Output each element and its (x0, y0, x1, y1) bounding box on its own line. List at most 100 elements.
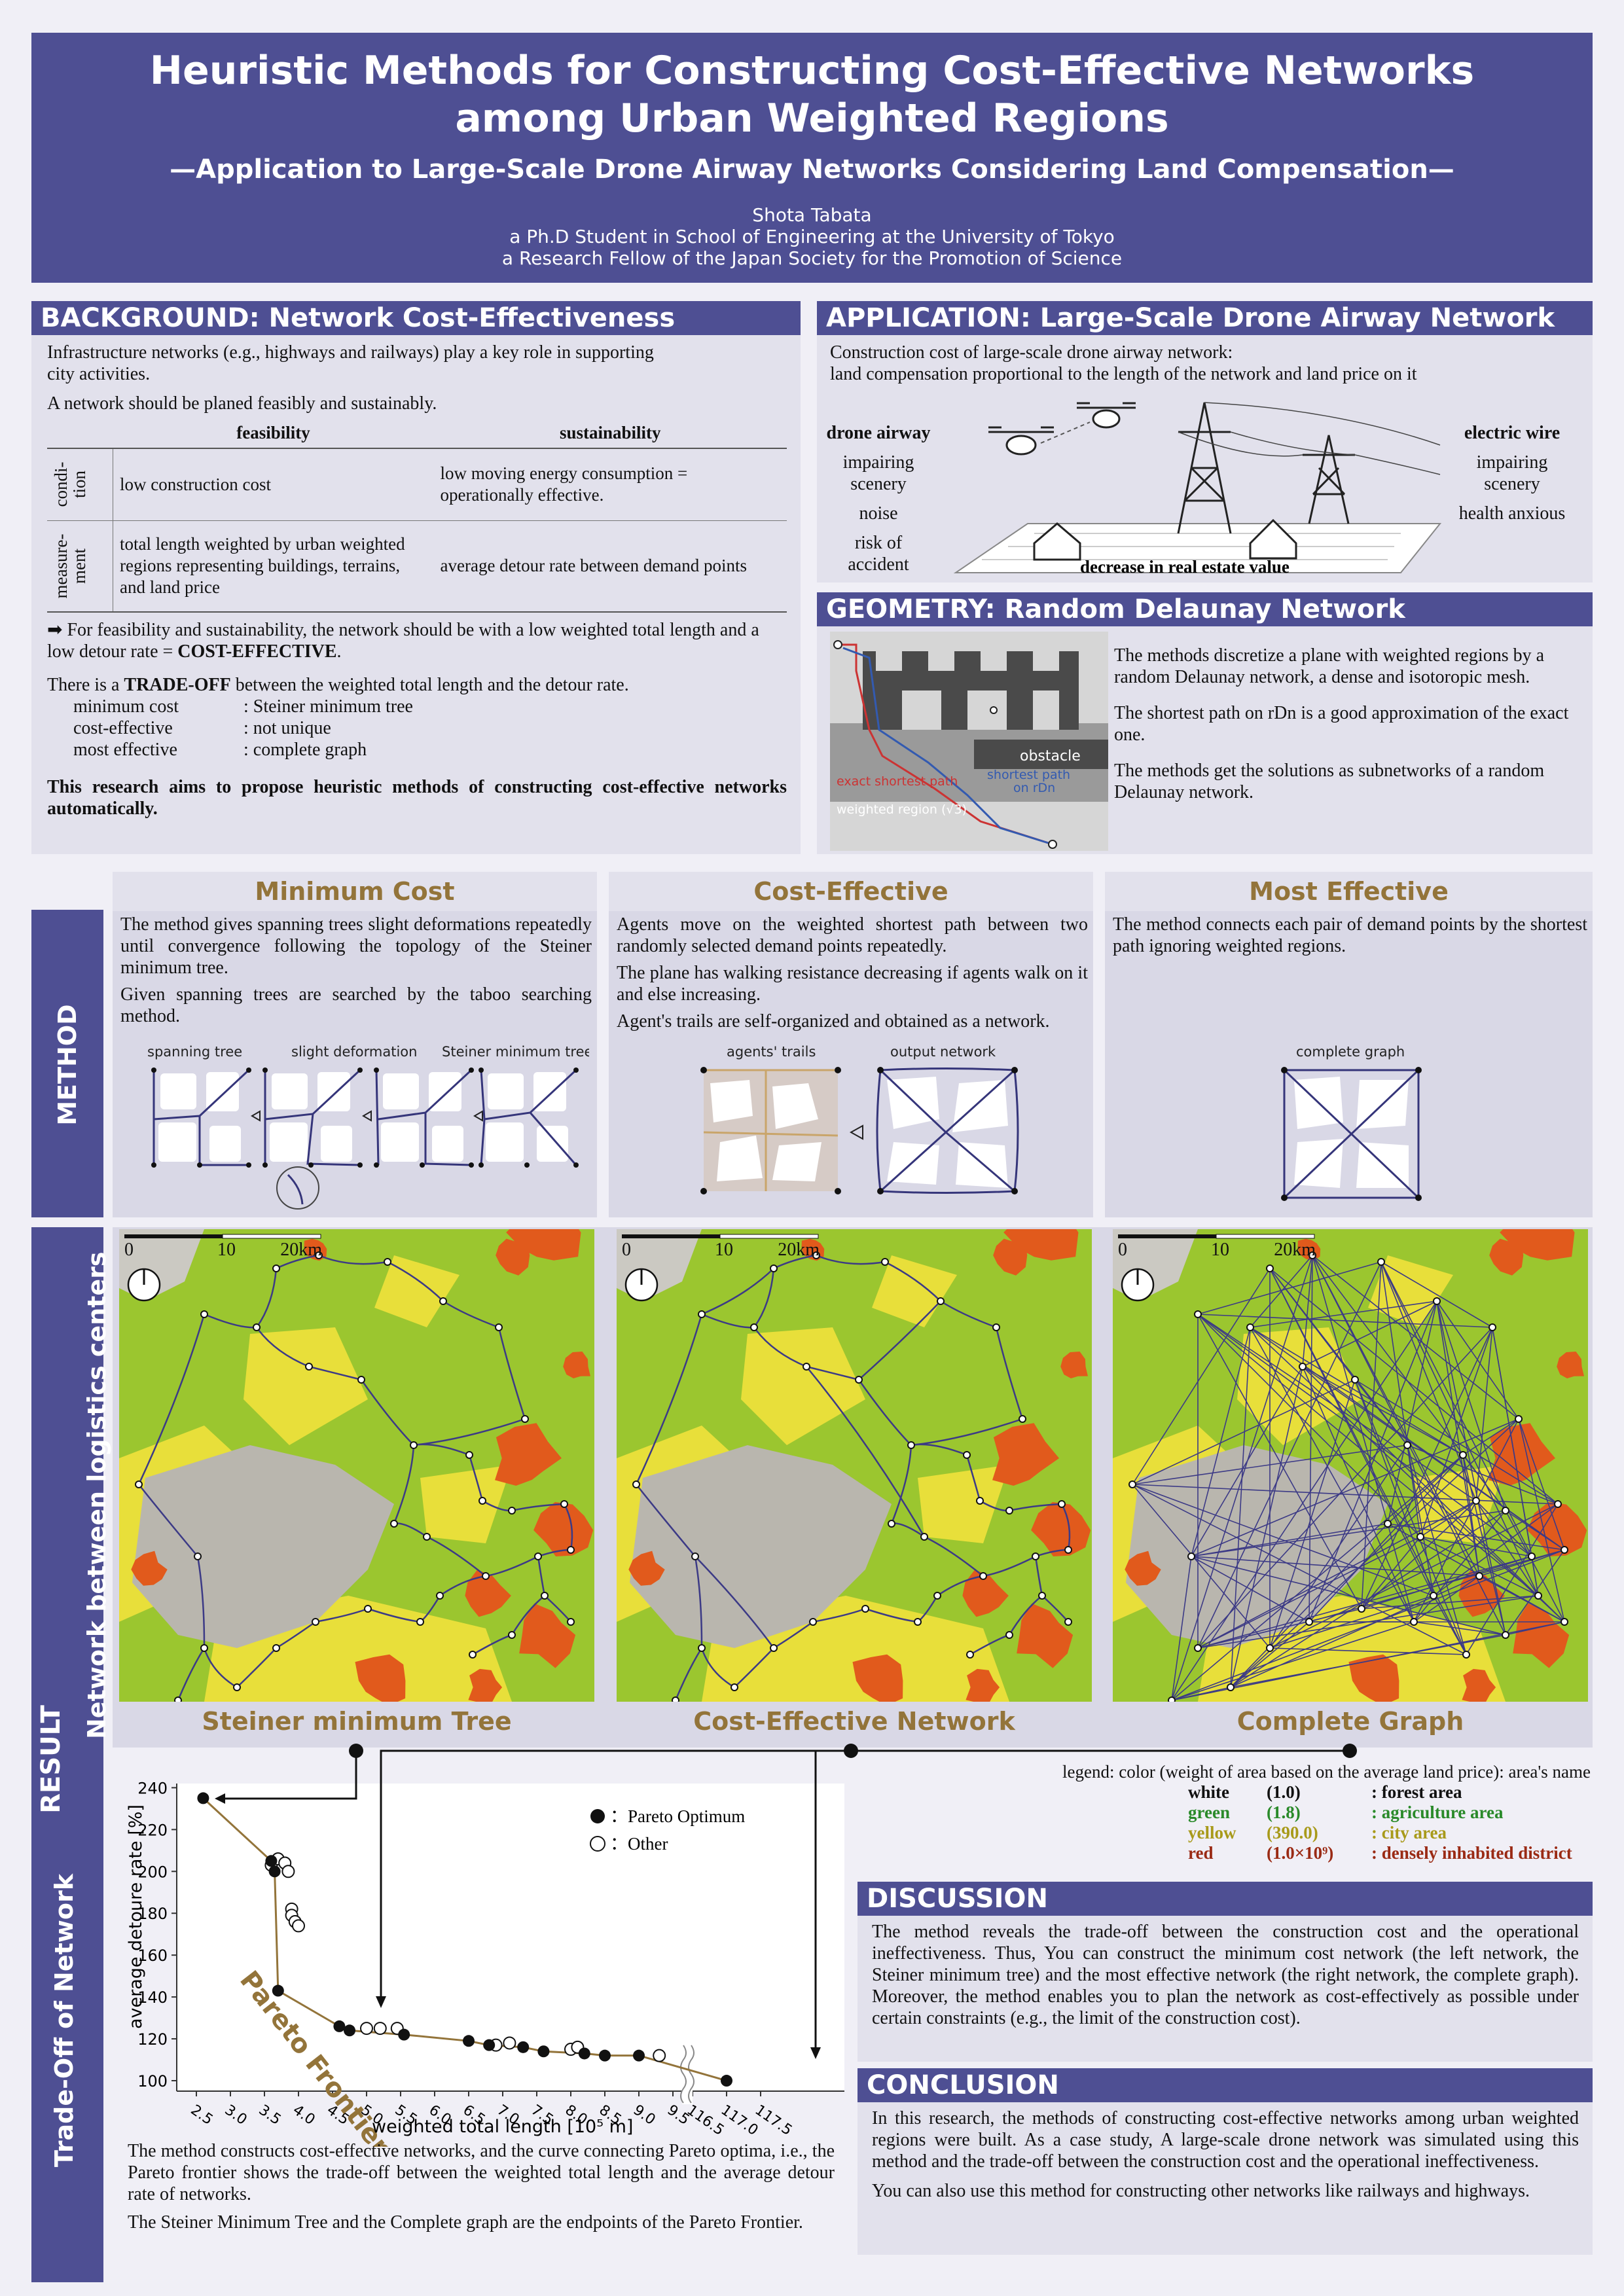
x-tick-label: 9.0 (630, 2102, 659, 2128)
legend-row: white (1.0): forest area (1188, 1782, 1591, 1803)
fig-label-steiner-tree: Steiner minimum tree (442, 1044, 589, 1060)
shortest-path-label: shortest path (987, 768, 1070, 782)
legend-row: green (1.8): agriculture area (1188, 1803, 1591, 1823)
table-cell-condition-sustainability: low moving energy consumption = operatio… (440, 463, 688, 505)
drone-effect-item: impairing scenery (842, 452, 914, 494)
list-item-value: : Steiner minimum tree (244, 696, 413, 717)
x-tick-label: 116.5 (684, 2102, 727, 2139)
compass-icon (624, 1268, 659, 1302)
legend-title: legend: color (weight of area based on t… (1062, 1762, 1591, 1782)
legend-row: red (1.0×10⁹): densely inhabited district (1188, 1843, 1591, 1863)
tradeoff-of-network-label: Trade-Off of Network (50, 1873, 79, 2168)
house-icon (1033, 518, 1297, 561)
research-aim: This research aims to propose heuristic … (47, 777, 787, 819)
obstacle-label: obstacle (1020, 748, 1081, 764)
complete-graph-diagram: complete graph (1281, 1044, 1422, 1201)
scale-bar: 0 10 20km (1118, 1234, 1316, 1260)
wire-effects-title: electric wire (1464, 423, 1561, 443)
method-text-most-effective: The method connects each pair of demand … (1113, 914, 1587, 966)
method-p1: The method gives spanning trees slight d… (120, 914, 592, 978)
y-tick-label: 160 (137, 1946, 168, 1965)
author-affiliation-2: a Research Fellow of the Japan Society f… (501, 247, 1123, 269)
pareto-point (265, 1855, 278, 1867)
table-cell-measurement-feasibility: total length weighted by urban weighted … (120, 534, 405, 598)
discussion-heading: DISCUSSION (857, 1882, 1593, 1916)
conclusion-p1: In this research, the methods of constru… (872, 2108, 1579, 2172)
y-tick-label: 140 (137, 1988, 168, 2007)
scale-label: 10 (1211, 1240, 1229, 1260)
drone-effects: drone airway impairing scenery noise ris… (826, 422, 931, 575)
result-note-2: The Steiner Minimum Tree and the Complet… (128, 2212, 803, 2233)
legend-weight: (1.0) (1267, 1782, 1301, 1802)
scale-label: 10 (715, 1240, 733, 1260)
result-side-bar: RESULT Network between logistics centers… (31, 1227, 111, 2282)
map-steiner-tree: 0 10 20km (119, 1229, 594, 1702)
scale-bar: 0 10 20km (622, 1234, 820, 1260)
legend-area: : city area (1371, 1823, 1447, 1842)
map-complete-graph: 0 10 20km (1113, 1229, 1588, 1702)
chart-ylabel: average detoure rate [%] (126, 1804, 146, 2029)
list-item-value: : complete graph (244, 740, 367, 760)
other-point (503, 2036, 516, 2050)
compass-icon (1121, 1268, 1155, 1302)
power-tower-icon (1177, 402, 1355, 534)
application-desc-1: Construction cost of large-scale drone a… (830, 342, 1233, 363)
method-col-most-effective (1105, 911, 1593, 1217)
legend-name: yellow (1188, 1823, 1236, 1842)
list-item-key: most effective (73, 740, 177, 760)
table-row-label-measurement: measure- ment (51, 533, 89, 599)
drone-effect-item: noise (859, 503, 898, 524)
author-affiliation-1: a Ph.D Student in School of Engineering … (509, 226, 1115, 247)
application-illustration: decrease in real estate value (953, 402, 1442, 577)
method-tree-panel (478, 1067, 579, 1168)
conclusion-text: In this research, the methods of constru… (872, 2108, 1579, 2211)
legend-other: ：Other (610, 1834, 668, 1854)
fig-label-agents-trails: agents' trails (727, 1044, 816, 1060)
arrow-icon: ➡ (47, 620, 63, 640)
method-label: METHOD (53, 1004, 82, 1126)
map-legend: legend: color (weight of area based on t… (946, 1762, 1591, 1863)
other-point (653, 2049, 666, 2062)
table-cell-measurement-sustainability: average detour rate between demand point… (440, 556, 748, 576)
method-col-title-minimum-cost: Minimum Cost (113, 872, 597, 911)
pareto-point (463, 2035, 475, 2047)
y-tick-label: 200 (137, 1863, 168, 1881)
legend-weight: (390.0) (1267, 1823, 1318, 1842)
other-point (360, 2022, 373, 2036)
map-title-complete: Complete Graph (1236, 1707, 1464, 1736)
tradeoff-statement: There is a TRADE-OFF between the weighte… (47, 674, 787, 696)
scale-label: 0 (622, 1240, 631, 1260)
pareto-point (599, 2049, 611, 2062)
cost-effective-emphasis: COST-EFFECTIVE (177, 641, 337, 662)
delaunay-illustration: obstacle shortest path on rDn exact shor… (830, 632, 1108, 851)
y-tick-label: 220 (137, 1821, 168, 1839)
chart-xlabel: weighted total length [10⁵ m] (372, 2117, 633, 2137)
fig-label-slight-deformation: slight deformation (291, 1044, 417, 1060)
pareto-point (344, 2024, 355, 2037)
method-p2: The plane has walking resistance decreas… (617, 963, 1088, 1005)
method-tree-panel (151, 1067, 261, 1168)
other-point (373, 2022, 387, 2036)
map-title-steiner: Steiner minimum Tree (202, 1707, 512, 1736)
pareto-point (398, 2028, 410, 2041)
list-item-key: cost-effective (73, 718, 173, 738)
pareto-point (633, 2049, 645, 2062)
geometry-heading: GEOMETRY: Random Delaunay Network (817, 592, 1593, 626)
shortest-path-label-2: on rDn (1013, 781, 1055, 795)
method-p1: The method connects each pair of demand … (1113, 914, 1587, 956)
legend-weight: (1.0×10⁹) (1267, 1843, 1334, 1863)
y-tick-label: 240 (137, 1779, 168, 1797)
other-point (292, 1919, 305, 1933)
background-arrow-text: For feasibility and sustainability, the … (47, 620, 759, 662)
tradeoff-emphasis: TRADE-OFF (124, 675, 231, 695)
tradeoff-list: minimum cost: Steiner minimum tree cost-… (73, 696, 787, 761)
compass-icon (127, 1268, 161, 1302)
pareto-point (272, 1984, 284, 1997)
cost-effective-diagram: agents' trails output network (700, 1044, 1019, 1194)
geometry-p3: The methods get the solutions as subnetw… (1114, 761, 1545, 802)
background-body: Infrastructure networks (e.g., highways … (47, 342, 787, 819)
method-col-minimum-cost (113, 911, 597, 1217)
decrease-label: decrease in real estate value (1080, 557, 1290, 577)
method-text-minimum-cost: The method gives spanning trees slight d… (120, 914, 592, 1036)
